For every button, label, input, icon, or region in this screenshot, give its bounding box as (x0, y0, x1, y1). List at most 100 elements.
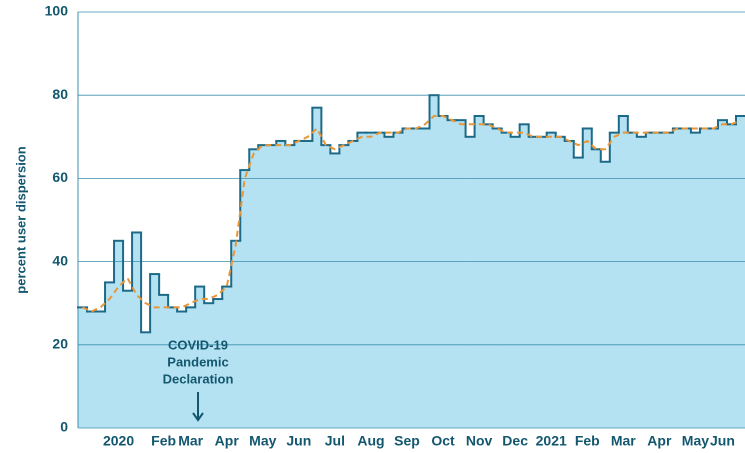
x-tick-label: Jun (286, 433, 311, 449)
area-fill (240, 170, 250, 428)
x-tick-label: 2020 (103, 433, 134, 449)
area-fill (690, 132, 701, 428)
area-fill (636, 136, 647, 429)
area-fill (186, 307, 196, 428)
x-tick-label: Mar (178, 433, 203, 449)
area-fill (231, 240, 241, 428)
area-fill (654, 132, 665, 428)
area-fill (321, 145, 331, 428)
area-fill (204, 303, 214, 428)
area-fill (645, 132, 656, 428)
area-fill (717, 120, 728, 428)
area-fill (294, 140, 304, 428)
area-fill (555, 136, 566, 429)
area-fill (447, 120, 457, 428)
area-fill (78, 307, 88, 428)
area-fill (510, 136, 521, 429)
x-tick-label: Oct (431, 433, 455, 449)
area-fill (348, 140, 358, 428)
area-fill (330, 153, 340, 428)
area-fill (672, 128, 683, 429)
annotation-line: Declaration (163, 371, 234, 386)
area-fill (168, 307, 178, 428)
area-fill (609, 132, 620, 428)
area-fill (366, 132, 376, 428)
annotation-line: COVID-19 (168, 337, 228, 352)
y-tick-label: 80 (52, 86, 68, 102)
x-tick-label: May (249, 433, 276, 449)
x-tick-label: Aug (357, 433, 384, 449)
area-fill (411, 128, 421, 429)
area-fill (735, 116, 745, 428)
area-fill (222, 286, 232, 428)
area-fill (402, 128, 412, 429)
area-fill (213, 299, 223, 428)
area-fill (600, 161, 611, 428)
x-tick-label: Mar (611, 433, 636, 449)
area-fill (573, 157, 584, 428)
y-tick-label: 100 (45, 3, 69, 19)
area-fill (528, 136, 539, 429)
x-tick-label: Jul (325, 433, 345, 449)
area-fill (420, 128, 430, 429)
area-fill (681, 128, 692, 429)
area-fill (438, 116, 448, 428)
area-fill (195, 286, 205, 428)
area-fill (303, 140, 313, 428)
area-fill (501, 132, 512, 428)
area-fill (465, 136, 475, 429)
area-fill (456, 120, 466, 428)
area-fill (492, 128, 503, 429)
area-fill (87, 311, 97, 428)
area-fill (150, 274, 160, 428)
area-fill (285, 145, 295, 428)
y-axis-label: percent user dispersion (13, 146, 28, 293)
area-fill (132, 232, 142, 428)
area-fill (249, 149, 259, 428)
area-fill (393, 132, 403, 428)
y-tick-label: 0 (60, 419, 68, 435)
area-fill (627, 132, 638, 428)
area-fill (123, 290, 133, 428)
area-fill (519, 124, 530, 428)
area-fill (384, 136, 394, 429)
area-fill (546, 132, 557, 428)
area-fill (582, 128, 593, 429)
y-tick-label: 60 (52, 169, 68, 185)
area-fill (339, 145, 349, 428)
area-fill (699, 128, 710, 429)
area-fill (177, 311, 187, 428)
area-fill (357, 132, 367, 428)
area-fill (708, 128, 719, 429)
area-fill (96, 311, 106, 428)
annotation-line: Pandemic (167, 354, 228, 369)
area-fill (159, 294, 169, 428)
area-fill (618, 116, 629, 428)
x-tick-label: Nov (466, 433, 493, 449)
area-fill (267, 145, 277, 428)
x-tick-label: May (682, 433, 709, 449)
area-fill (258, 145, 268, 428)
x-tick-label: Sep (394, 433, 420, 449)
area-fill (375, 132, 385, 428)
x-tick-label: Dec (502, 433, 528, 449)
x-tick-label: Apr (647, 433, 672, 449)
area-fill (537, 136, 548, 429)
x-tick-label: Feb (151, 433, 176, 449)
y-tick-label: 20 (52, 336, 68, 352)
area-fill (141, 332, 151, 428)
area-fill (276, 140, 286, 428)
x-tick-label: Apr (215, 433, 240, 449)
area-fill (312, 107, 322, 429)
area-fill (564, 140, 575, 428)
x-tick-label: 2021 (536, 433, 567, 449)
area-fill (105, 282, 115, 428)
area-fill (114, 240, 124, 428)
area-fill (591, 149, 602, 428)
y-tick-label: 40 (52, 252, 68, 268)
area-fill (483, 124, 494, 428)
annotation-arrow (192, 392, 204, 422)
area-fill (726, 124, 737, 428)
